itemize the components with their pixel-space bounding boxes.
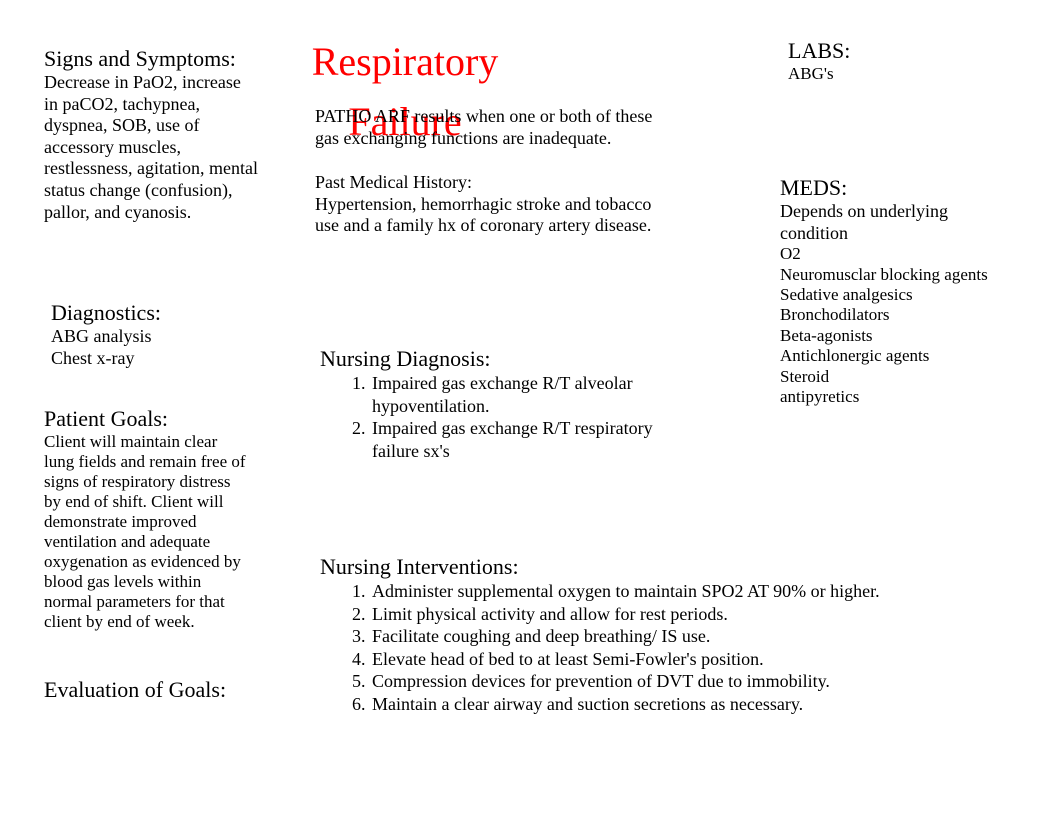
- signs-body: Decrease in PaO2, increase in paCO2, tac…: [44, 72, 259, 223]
- diagnostics-heading: Diagnostics:: [51, 300, 261, 326]
- intervention-item-4: Elevate head of bed to at least Semi-Fow…: [370, 648, 960, 671]
- patho-text: PATHO ARF results when one or both of th…: [315, 106, 675, 149]
- nursing-dx-item-1: Impaired gas exchange R/T alveolar hypov…: [370, 372, 690, 417]
- nursing-dx-block: Nursing Diagnosis: Impaired gas exchange…: [320, 346, 690, 462]
- interventions-heading: Nursing Interventions:: [320, 554, 960, 580]
- interventions-block: Nursing Interventions: Administer supple…: [320, 554, 960, 715]
- intervention-item-2: Limit physical activity and allow for re…: [370, 603, 960, 626]
- meds-heading: MEDS:: [780, 175, 1020, 201]
- intervention-item-1: Administer supplemental oxygen to mainta…: [370, 580, 960, 603]
- meds-item-4: Beta-agonists: [780, 326, 1020, 346]
- meds-item-1: Neuromusclar blocking agents: [780, 265, 1020, 285]
- goals-heading: Patient Goals:: [44, 406, 249, 432]
- diagnostics-item-1: ABG analysis: [51, 326, 261, 348]
- labs-heading: LABS:: [788, 38, 1008, 64]
- diagnostics-block: Diagnostics: ABG analysis Chest x-ray: [51, 300, 261, 369]
- evaluation-heading: Evaluation of Goals:: [44, 677, 294, 703]
- pmh-block: Past Medical History: Hypertension, hemo…: [315, 172, 675, 237]
- interventions-list: Administer supplemental oxygen to mainta…: [320, 580, 960, 715]
- meds-item-6: Steroid: [780, 367, 1020, 387]
- meds-body: Depends on underlying condition: [780, 201, 1020, 244]
- meds-item-3: Bronchodilators: [780, 305, 1020, 325]
- labs-item-1: ABG's: [788, 64, 1008, 84]
- nursing-dx-item-2: Impaired gas exchange R/T respiratory fa…: [370, 417, 690, 462]
- pmh-heading: Past Medical History:: [315, 172, 675, 194]
- evaluation-block: Evaluation of Goals:: [44, 677, 294, 703]
- intervention-item-5: Compression devices for prevention of DV…: [370, 670, 960, 693]
- meds-item-5: Antichlonergic agents: [780, 346, 1020, 366]
- signs-heading: Signs and Symptoms:: [44, 46, 259, 72]
- diagnostics-item-2: Chest x-ray: [51, 348, 261, 370]
- intervention-item-3: Facilitate coughing and deep breathing/ …: [370, 625, 960, 648]
- meds-block: MEDS: Depends on underlying condition O2…: [780, 175, 1020, 407]
- goals-block: Patient Goals: Client will maintain clea…: [44, 406, 249, 632]
- nursing-dx-heading: Nursing Diagnosis:: [320, 346, 690, 372]
- nursing-dx-list: Impaired gas exchange R/T alveolar hypov…: [320, 372, 690, 462]
- goals-body: Client will maintain clear lung fields a…: [44, 432, 249, 632]
- signs-symptoms-block: Signs and Symptoms: Decrease in PaO2, in…: [44, 46, 259, 223]
- patho-label: PATHO: [315, 106, 371, 126]
- patho-block: PATHO ARF results when one or both of th…: [315, 106, 675, 149]
- meds-item-0: O2: [780, 244, 1020, 264]
- intervention-item-6: Maintain a clear airway and suction secr…: [370, 693, 960, 716]
- meds-item-2: Sedative analgesics: [780, 285, 1020, 305]
- pmh-body: Hypertension, hemorrhagic stroke and tob…: [315, 194, 675, 237]
- labs-block: LABS: ABG's: [788, 38, 1008, 84]
- meds-item-7: antipyretics: [780, 387, 1020, 407]
